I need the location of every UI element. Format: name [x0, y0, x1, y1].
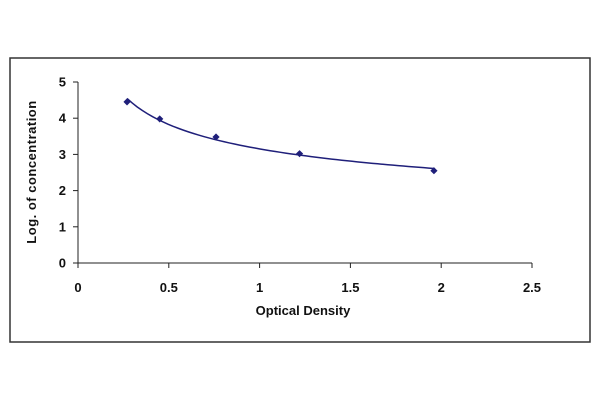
y-tick-label: 1 [59, 219, 66, 234]
x-tick-labels: 0 0.5 1 1.5 2 2.5 [74, 280, 541, 295]
trend-line [126, 97, 434, 170]
data-point [123, 98, 131, 106]
y-tick-label: 5 [59, 75, 66, 90]
axes [77, 82, 532, 264]
data-point [430, 167, 438, 175]
data-points [123, 98, 438, 175]
x-tick-label: 1.5 [341, 280, 359, 295]
x-tick-label: 0.5 [160, 280, 178, 295]
data-point [156, 115, 164, 123]
y-tick-label: 0 [59, 256, 66, 271]
x-tick-label: 1 [256, 280, 263, 295]
x-axis-label: Optical Density [256, 303, 351, 318]
y-axis-label: Log. of concentration [24, 100, 39, 243]
data-point [295, 150, 304, 158]
y-tick-label: 3 [59, 147, 66, 162]
chart-frame [9, 57, 591, 343]
data-point [212, 133, 220, 141]
x-tick-label: 2.5 [523, 280, 541, 295]
tick-marks [73, 81, 533, 268]
y-tick-label: 2 [59, 183, 66, 198]
x-tick-label: 2 [438, 280, 445, 295]
y-tick-labels: 0 1 2 3 4 5 [59, 75, 67, 271]
y-tick-label: 4 [59, 111, 67, 126]
x-tick-label: 0 [74, 280, 81, 295]
